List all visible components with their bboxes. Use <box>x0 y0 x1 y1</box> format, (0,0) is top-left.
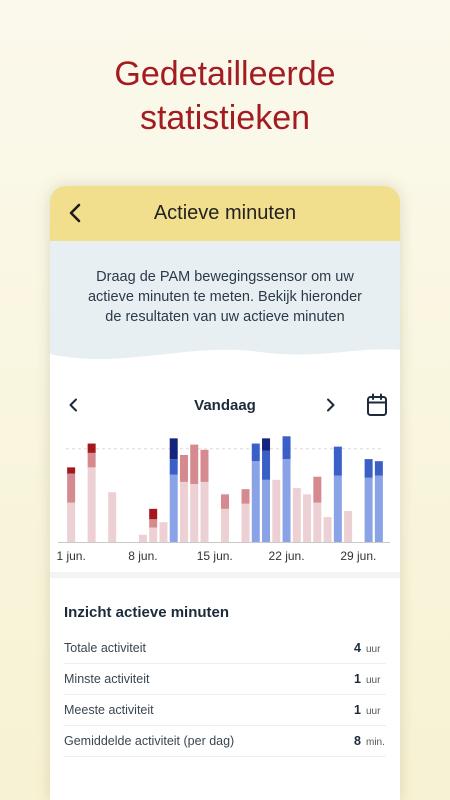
chart-x-tick-label: 8 jun. <box>128 549 157 563</box>
stat-row-average: Gemiddelde activiteit (per dag) 8 min. <box>64 726 386 757</box>
active-minutes-card: Actieve minuten Draag de PAM bewegingsse… <box>50 186 400 800</box>
headline: Gedetailleerde statistieken <box>0 52 450 140</box>
stat-label: Minste activiteit <box>64 672 150 686</box>
chart-bar-segment[interactable] <box>364 477 373 542</box>
chart-bar-segment[interactable] <box>241 489 250 504</box>
next-period-button[interactable] <box>320 393 342 417</box>
chart-bar-segment[interactable] <box>169 474 178 542</box>
stat-label: Meeste activiteit <box>64 703 154 717</box>
chart-bar-segment[interactable] <box>313 502 322 542</box>
chart-bar-segment[interactable] <box>292 488 301 542</box>
chart-bar-segment[interactable] <box>364 459 373 478</box>
chart-bar-segment[interactable] <box>149 527 158 542</box>
chart-bar-segment[interactable] <box>87 467 96 542</box>
chart-bar-segment[interactable] <box>221 494 229 509</box>
stat-value: 1 <box>354 703 361 717</box>
section-divider <box>50 572 400 578</box>
stat-unit: uur <box>366 706 381 717</box>
stat-unit: uur <box>366 644 381 655</box>
chart-bar-segment[interactable] <box>179 481 188 542</box>
card-header: Actieve minuten <box>50 186 400 241</box>
chart-bar-segment[interactable] <box>251 461 260 542</box>
headline-line-1: Gedetailleerde <box>114 55 336 93</box>
chart-bar-segment[interactable] <box>333 475 342 542</box>
chart-x-tick-label: 29 jun. <box>340 549 376 563</box>
stat-row-max: Meeste activiteit 1 uur <box>64 695 386 726</box>
chevron-left-icon <box>69 398 77 412</box>
chart-bar-segment[interactable] <box>313 476 322 503</box>
chart-bar-segment[interactable] <box>282 436 291 460</box>
chart-bar-segment[interactable] <box>282 459 291 542</box>
stat-value: 1 <box>354 672 361 686</box>
chart-bar-segment[interactable] <box>344 510 353 542</box>
back-button[interactable] <box>60 198 90 228</box>
chart-bar-segment[interactable] <box>169 459 178 475</box>
activity-bar-chart: 1 jun. 8 jun. 15 jun. 22 jun. 29 jun. <box>56 436 390 563</box>
chart-x-tick-label: 22 jun. <box>269 549 305 563</box>
chart-bar-segment[interactable] <box>333 446 342 476</box>
chart-bar-segment[interactable] <box>200 449 209 482</box>
chart-bar-segment[interactable] <box>241 503 250 542</box>
chart-bar-segment[interactable] <box>262 438 271 451</box>
chart-x-tick-label: 1 jun. <box>56 549 85 563</box>
calendar-icon <box>367 393 387 416</box>
chart-x-tick-label: 15 jun. <box>197 549 233 563</box>
chart-bar-segment[interactable] <box>149 519 158 528</box>
chart-bar-segment[interactable] <box>262 479 271 542</box>
stat-unit: min. <box>366 737 385 748</box>
chart-bar-segment[interactable] <box>149 508 158 520</box>
chart-bar-segment[interactable] <box>221 508 229 542</box>
stats-title: Inzicht actieve minuten <box>64 604 230 621</box>
chart-bar-segment[interactable] <box>190 444 199 484</box>
chevron-right-icon <box>327 398 335 412</box>
chart-bar-segment[interactable] <box>251 443 260 462</box>
previous-period-button[interactable] <box>62 393 84 417</box>
chart-bar-segment[interactable] <box>374 461 383 476</box>
chart-bar-segment[interactable] <box>190 483 199 542</box>
chart-bar-segment[interactable] <box>200 481 209 542</box>
stat-row-total: Totale activiteit 4 uur <box>64 633 386 664</box>
chart-bar-segment[interactable] <box>138 534 147 542</box>
chart-bar-segment[interactable] <box>67 473 76 503</box>
chart-bar-segment[interactable] <box>272 479 281 542</box>
stat-value: 4 <box>354 641 361 655</box>
stat-value-group: 1 uur <box>354 670 386 688</box>
stat-row-min: Minste activiteit 1 uur <box>64 664 386 695</box>
stat-label: Totale activiteit <box>64 641 146 655</box>
card-title: Actieve minuten <box>153 202 297 224</box>
stats-section: Inzicht actieve minuten Totale activitei… <box>64 604 386 757</box>
chart-bar-segment[interactable] <box>159 522 168 542</box>
chart-bar-segment[interactable] <box>374 475 383 542</box>
calendar-button[interactable] <box>364 391 390 419</box>
chart-bar-segment[interactable] <box>262 450 271 480</box>
info-panel: Draag de PAM bewegingssensor om uw actie… <box>50 241 400 368</box>
stat-label: Gemiddelde activiteit (per dag) <box>64 734 235 748</box>
headline-line-2: statistieken <box>139 99 311 137</box>
stat-unit: uur <box>366 675 381 686</box>
chart-bar-segment[interactable] <box>67 467 76 474</box>
chart-bar-segment[interactable] <box>87 443 96 453</box>
chart-bar-segment[interactable] <box>67 502 76 542</box>
chart-bar-segment[interactable] <box>108 492 117 542</box>
wave-divider <box>50 349 400 368</box>
chevron-left-icon <box>69 203 81 223</box>
stat-value: 8 <box>354 734 361 748</box>
chart-bar-segment[interactable] <box>169 438 178 460</box>
period-label: Vandaag <box>194 396 256 414</box>
info-text: Draag de PAM bewegingssensor om uw actie… <box>87 269 363 325</box>
stat-value-group: 1 uur <box>354 701 386 719</box>
period-navigation: Vandaag <box>50 385 400 425</box>
chart-bar-segment[interactable] <box>179 454 188 482</box>
stat-value-group: 8 min. <box>354 732 386 750</box>
stat-value-group: 4 uur <box>354 639 386 657</box>
chart-bar-segment[interactable] <box>303 494 312 542</box>
chart-bar-segment[interactable] <box>87 452 96 468</box>
chart-bar-segment[interactable] <box>323 517 332 542</box>
